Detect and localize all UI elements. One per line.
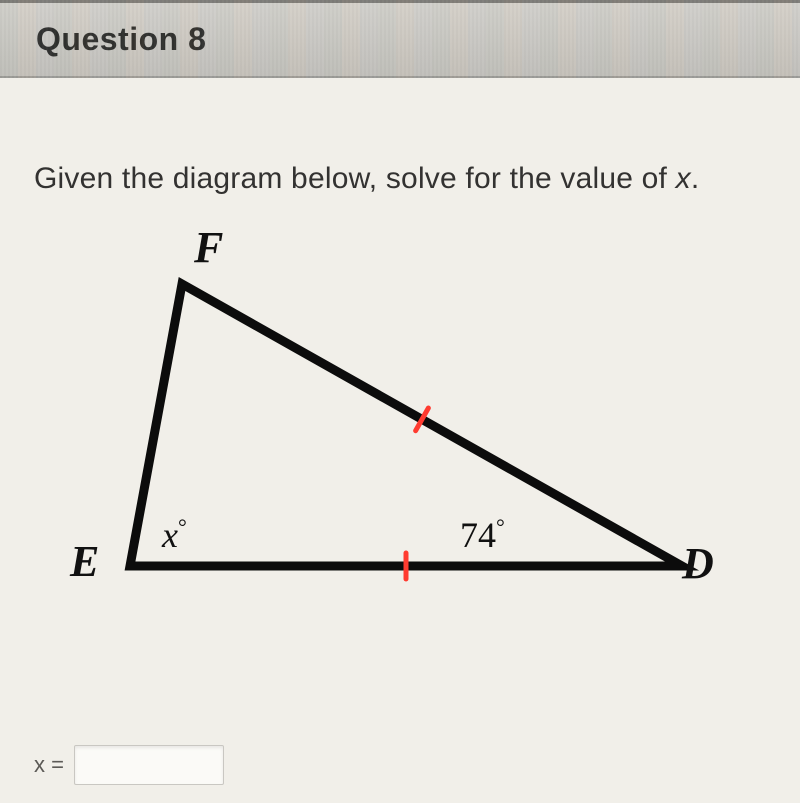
question-header: Question 8	[0, 3, 800, 78]
answer-input[interactable]	[74, 745, 224, 785]
content-area: Given the diagram below, solve for the v…	[0, 78, 800, 803]
angle-e-deg: °	[178, 514, 187, 539]
triangle-svg	[64, 236, 724, 636]
angle-d-val: 74	[460, 515, 496, 555]
angle-label-e: x°	[162, 514, 187, 556]
question-title: Question 8	[36, 21, 764, 58]
prompt-tail: .	[691, 162, 700, 195]
triangle-diagram: F E D x° 74°	[64, 236, 724, 636]
vertex-label-f: F	[194, 222, 223, 273]
angle-e-var: x	[162, 515, 178, 555]
prompt-text: Given the diagram below, solve for the v…	[34, 162, 766, 196]
vertex-label-e: E	[70, 536, 99, 587]
prompt-lead: Given the diagram below, solve for the v…	[34, 162, 676, 195]
angle-label-d: 74°	[460, 514, 505, 556]
vertex-label-d: D	[682, 538, 714, 589]
answer-label: x =	[34, 752, 64, 778]
answer-row: x =	[34, 745, 224, 785]
prompt-var: x	[676, 162, 691, 195]
angle-d-deg: °	[496, 514, 505, 539]
